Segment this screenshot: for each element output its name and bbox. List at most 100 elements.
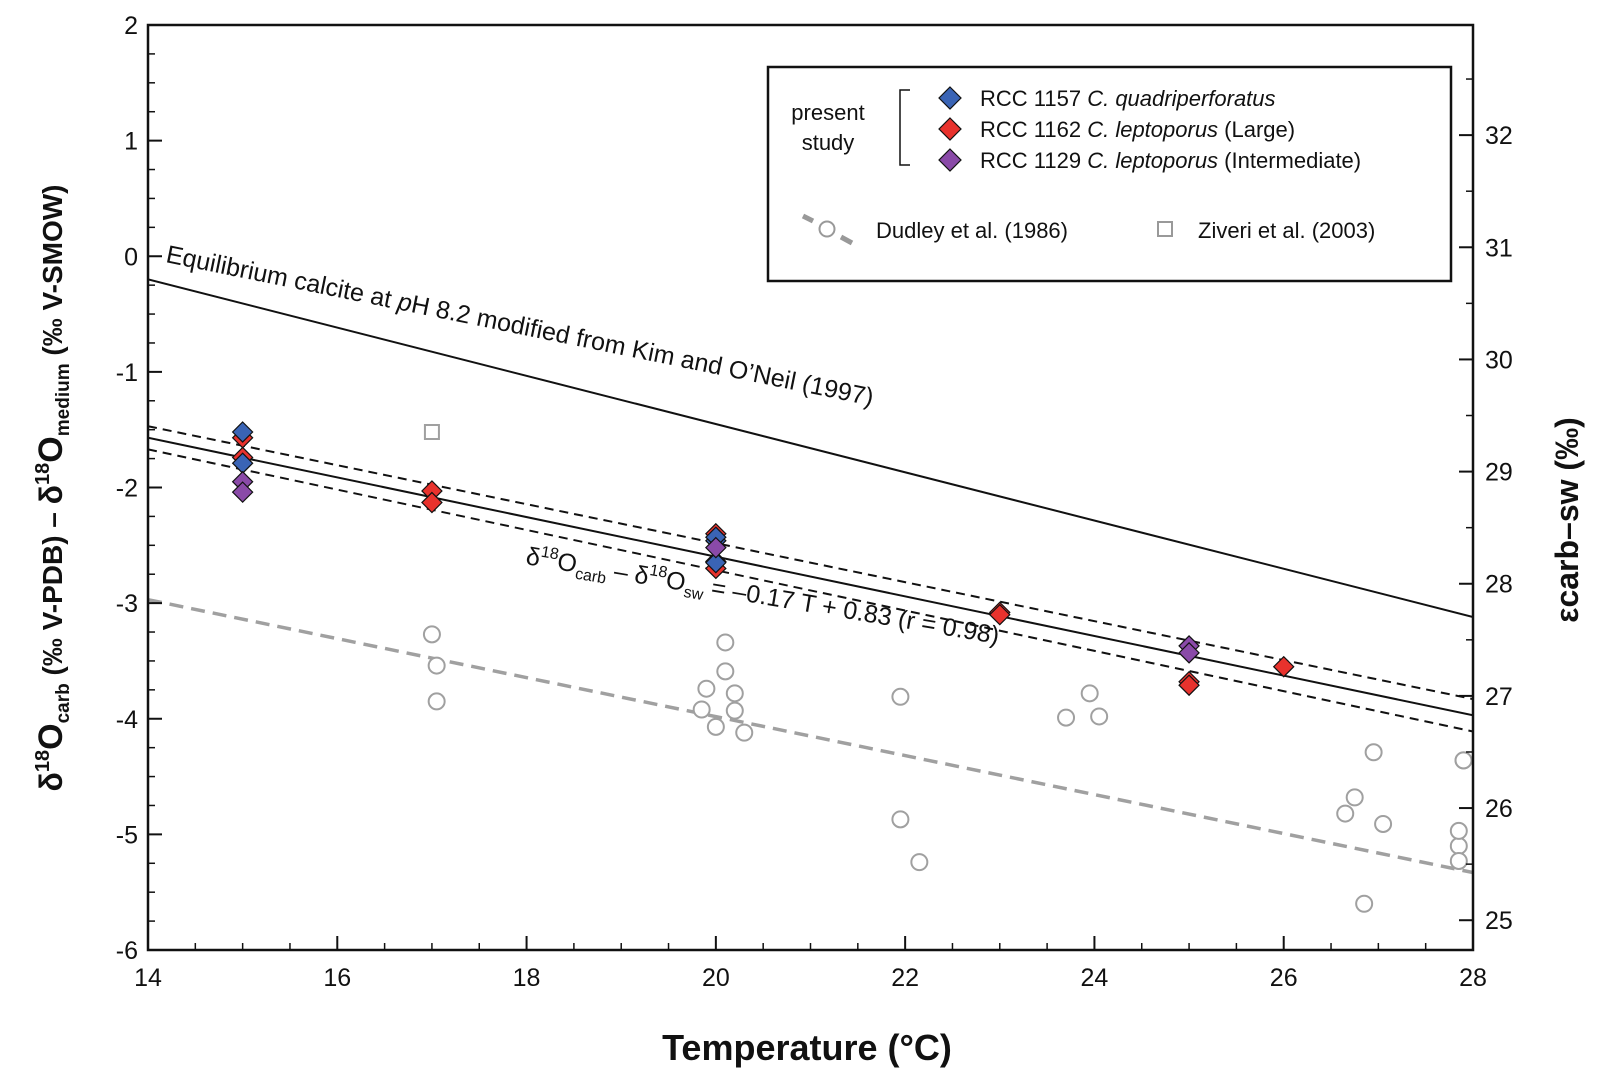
legend-dudley-circle-marker	[818, 220, 836, 238]
dudley-point	[1355, 894, 1374, 913]
dudley-point	[891, 810, 910, 829]
ylabel-delta-1: δ	[33, 772, 69, 791]
dudley-point	[725, 701, 744, 720]
ylabel-sub-2: medium	[53, 363, 74, 436]
y-right-tick-label: 32	[1485, 122, 1513, 150]
y-right-tick-label: 31	[1485, 234, 1513, 262]
legend-label-rcc1162: RCC 1162 C. leptoporus (Large)	[980, 117, 1295, 142]
legend-entry-rcc1129: RCC 1129 C. leptoporus (Intermediate)	[938, 148, 1361, 173]
eqn-rhs: = –0.17 T + 0.83 (r = 0.98)	[702, 572, 1001, 649]
x-tick-label: 14	[134, 964, 162, 992]
rcc1162-point	[1178, 674, 1200, 697]
legend-label-rcc1129-italic: C. leptoporus	[1087, 148, 1218, 173]
dudley-point	[1454, 751, 1473, 770]
y-axis-title-left: δ18Ocarb (‰ V-PDB) – δ18Omedium (‰ V-SMO…	[32, 184, 74, 791]
confidence-lower-line	[148, 448, 1473, 733]
dudley-point	[1449, 836, 1468, 855]
legend-marker-purple-diamond	[938, 148, 962, 172]
legend-group-label-line2: study	[802, 130, 855, 155]
legend-label-rcc1162-italic: C. leptoporus	[1087, 117, 1218, 142]
equilibrium-line	[148, 278, 1473, 618]
ylabel-o-1: O	[32, 723, 70, 749]
x-tick-label: 22	[891, 964, 919, 992]
eqn-minus: –	[605, 556, 637, 588]
x-tick-label: 26	[1270, 964, 1298, 992]
rcc1162-point	[1272, 655, 1295, 678]
x-tick-label: 24	[1081, 964, 1109, 992]
legend-label-rcc1157-italic: C. quadriperforatus	[1087, 86, 1275, 111]
dudley-point	[1345, 788, 1364, 807]
legend-label-dudley: Dudley et al. (1986)	[876, 218, 1068, 243]
x-tick-label: 18	[513, 964, 541, 992]
y-right-tick-label: 25	[1485, 907, 1513, 935]
ylabel-mid: (‰ V-PDB) –	[37, 504, 68, 683]
legend-entry-ziveri: Ziveri et al. (2003)	[1157, 218, 1375, 243]
y-tick-label: -3	[116, 590, 138, 618]
legend-label-rcc1162-suffix: (Large)	[1218, 117, 1295, 142]
lines-layer	[148, 278, 1473, 875]
rcc1157-point	[231, 421, 254, 443]
dudley-point	[427, 656, 446, 675]
legend-label-rcc1129: RCC 1129 C. leptoporus (Intermediate)	[980, 148, 1361, 173]
x-tick-label: 28	[1459, 964, 1487, 992]
dudley-point	[697, 679, 716, 698]
dudley-point	[735, 723, 754, 742]
ylabel-tail: (‰ V-SMOW)	[37, 184, 68, 363]
dudley-fit-line	[148, 597, 1473, 875]
legend-ziveri-square-marker	[1157, 221, 1173, 237]
dudley-point	[706, 717, 725, 736]
ylabel-delta-2: δ	[33, 485, 69, 504]
dudley-point	[910, 853, 929, 872]
legend-dudley-dash-right	[839, 234, 854, 246]
ziveri-point	[423, 424, 440, 440]
legend-marker-blue-diamond	[938, 86, 962, 110]
rcc1129-point	[705, 536, 727, 559]
legend-group-label-line1: present	[791, 100, 864, 125]
dudley-point	[1374, 814, 1393, 833]
ylabel-sup-2: 18	[32, 463, 54, 485]
eqn-sup-2: 18	[648, 562, 668, 582]
y-right-tick-label: 30	[1485, 346, 1513, 374]
legend-label-rcc1157: RCC 1157 C. quadriperforatus	[980, 86, 1276, 111]
rcc1129-point	[231, 481, 254, 503]
y-tick-label: 1	[124, 128, 138, 156]
y-right-tick-label: 29	[1485, 459, 1513, 487]
eqn-sub-2: sw	[682, 584, 705, 604]
rcc1157-point	[705, 551, 727, 574]
rcc1129-point	[1178, 641, 1200, 664]
legend-label-rcc1129-suffix: (Intermediate)	[1218, 148, 1361, 173]
legend-dudley-dash-left	[801, 213, 815, 224]
eqn-sub-1: carb	[574, 566, 608, 588]
dudley-point	[891, 687, 910, 706]
x-axis-title: Temperature (°C)	[662, 1027, 952, 1068]
x-tick-label: 16	[323, 964, 351, 992]
regression-line	[148, 436, 1473, 717]
legend-label-rcc1129-prefix: RCC 1129	[980, 148, 1087, 173]
eqn-delta-2: δ	[633, 561, 651, 591]
legend-group-bracket	[899, 89, 910, 166]
legend-marker-red-diamond	[938, 117, 962, 141]
dudley-point	[422, 625, 441, 644]
legend: present study RCC 1157 C. quadriperforat…	[766, 65, 1453, 283]
dudley-point	[692, 700, 711, 719]
eqn-o-1: O	[555, 548, 579, 579]
dudley-point	[1336, 804, 1355, 823]
legend-label-ziveri: Ziveri et al. (2003)	[1198, 218, 1375, 243]
points-layer	[231, 421, 1473, 913]
legend-box	[766, 65, 1453, 283]
dudley-point	[725, 684, 744, 703]
y-right-tick-label: 26	[1485, 795, 1513, 823]
y-tick-label: -4	[116, 706, 138, 734]
y-tick-label: 0	[124, 243, 138, 271]
legend-label-rcc1162-prefix: RCC 1162	[980, 117, 1087, 142]
y-right-tick-label: 27	[1485, 683, 1513, 711]
legend-entry-rcc1157: RCC 1157 C. quadriperforatus	[938, 86, 1276, 111]
dudley-point	[1364, 743, 1383, 762]
eqn-sup-1: 18	[540, 544, 560, 564]
equilibrium-label-post: H 8.2 modified from Kim and O’Neil (1997…	[409, 290, 876, 411]
confidence-upper-line	[148, 425, 1473, 701]
dudley-point	[1057, 708, 1076, 727]
y-tick-label: -6	[116, 937, 138, 965]
y-tick-label: -1	[116, 359, 138, 387]
